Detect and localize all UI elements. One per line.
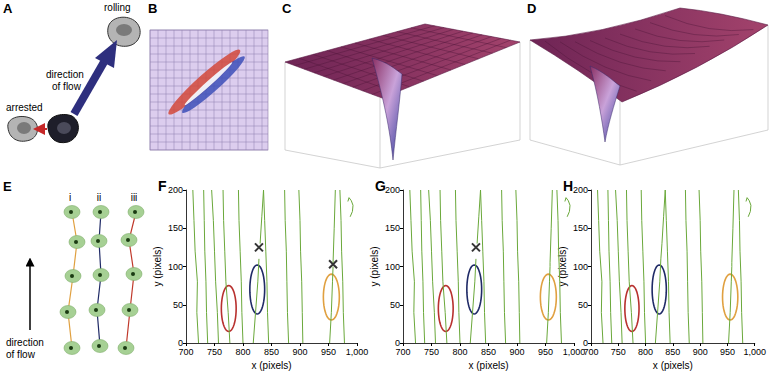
svg-text:800: 800 bbox=[235, 347, 250, 357]
svg-text:850: 850 bbox=[264, 347, 279, 357]
svg-text:of flow: of flow bbox=[6, 349, 36, 360]
svg-text:100: 100 bbox=[573, 262, 588, 272]
svg-text:200: 200 bbox=[573, 185, 588, 195]
svg-text:850: 850 bbox=[665, 347, 680, 357]
svg-text:ii: ii bbox=[97, 192, 101, 203]
svg-text:950: 950 bbox=[321, 347, 336, 357]
svg-text:H: H bbox=[563, 178, 573, 194]
svg-text:800: 800 bbox=[452, 347, 467, 357]
svg-text:50: 50 bbox=[173, 300, 183, 310]
svg-text:D: D bbox=[527, 1, 536, 16]
svg-text:750: 750 bbox=[424, 347, 439, 357]
svg-text:200: 200 bbox=[385, 185, 400, 195]
svg-text:950: 950 bbox=[720, 347, 735, 357]
svg-text:950: 950 bbox=[538, 347, 553, 357]
svg-text:B: B bbox=[148, 1, 157, 16]
svg-text:100: 100 bbox=[385, 262, 400, 272]
svg-text:900: 900 bbox=[509, 347, 524, 357]
svg-text:150: 150 bbox=[168, 223, 183, 233]
svg-text:150: 150 bbox=[385, 223, 400, 233]
svg-text:750: 750 bbox=[207, 347, 222, 357]
svg-text:1,000: 1,000 bbox=[743, 347, 766, 357]
svg-text:0: 0 bbox=[178, 338, 183, 348]
svg-text:A: A bbox=[3, 1, 13, 16]
svg-text:900: 900 bbox=[693, 347, 708, 357]
svg-text:y (pixels): y (pixels) bbox=[152, 246, 163, 286]
svg-text:C: C bbox=[282, 1, 292, 16]
svg-text:rolling: rolling bbox=[104, 2, 131, 13]
svg-text:iii: iii bbox=[131, 192, 138, 203]
svg-text:850: 850 bbox=[481, 347, 496, 357]
svg-text:700: 700 bbox=[395, 347, 410, 357]
svg-text:y (pixels): y (pixels) bbox=[369, 246, 380, 286]
svg-text:E: E bbox=[3, 179, 12, 194]
svg-text:700: 700 bbox=[583, 347, 598, 357]
svg-text:700: 700 bbox=[178, 347, 193, 357]
svg-text:of flow: of flow bbox=[52, 81, 82, 92]
svg-text:50: 50 bbox=[578, 300, 588, 310]
svg-text:900: 900 bbox=[292, 347, 307, 357]
svg-text:x (pixels): x (pixels) bbox=[251, 360, 291, 371]
svg-text:arrested: arrested bbox=[6, 102, 43, 113]
svg-text:x (pixels): x (pixels) bbox=[468, 360, 508, 371]
svg-text:F: F bbox=[158, 178, 167, 194]
svg-text:100: 100 bbox=[168, 262, 183, 272]
svg-text:750: 750 bbox=[611, 347, 626, 357]
svg-text:G: G bbox=[375, 178, 386, 194]
svg-text:1,000: 1,000 bbox=[346, 347, 369, 357]
svg-text:0: 0 bbox=[395, 338, 400, 348]
svg-text:x (pixels): x (pixels) bbox=[653, 360, 693, 371]
svg-text:50: 50 bbox=[390, 300, 400, 310]
svg-text:1,000: 1,000 bbox=[563, 347, 586, 357]
svg-text:i: i bbox=[69, 192, 71, 203]
svg-text:0: 0 bbox=[583, 338, 588, 348]
svg-text:150: 150 bbox=[573, 223, 588, 233]
svg-text:800: 800 bbox=[638, 347, 653, 357]
svg-text:200: 200 bbox=[168, 185, 183, 195]
svg-text:y (pixels): y (pixels) bbox=[557, 246, 568, 286]
svg-text:direction: direction bbox=[46, 69, 84, 80]
svg-text:direction: direction bbox=[6, 337, 44, 348]
